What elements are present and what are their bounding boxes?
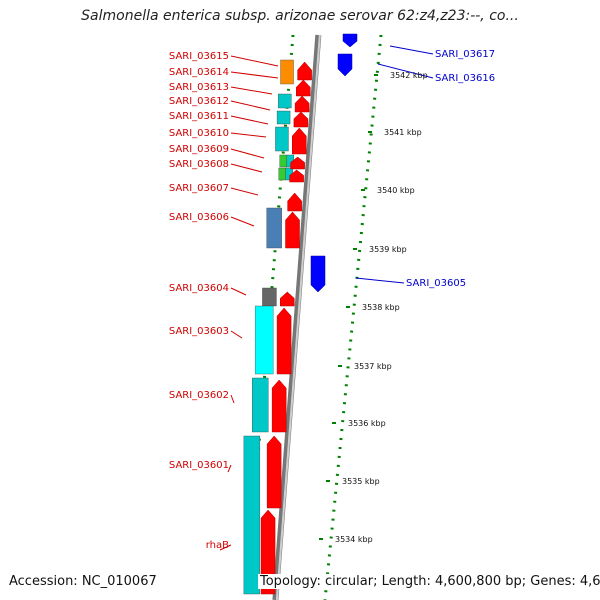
backbone-highlight [275, 34, 321, 600]
forward-arrow-9 [285, 211, 300, 249]
label-connector-left [230, 148, 265, 159]
forward-arrow-13 [266, 435, 282, 509]
kbp-label: 3534 kbp [335, 535, 373, 544]
gene-label-left: SARI_03613 [169, 82, 229, 93]
forward-arrow-14 [260, 509, 276, 595]
reverse-arrow-3 [310, 255, 326, 293]
feature-bar-9 [266, 207, 282, 249]
gene-label-left: SARI_03601 [169, 460, 229, 471]
label-connector-right [377, 63, 434, 79]
label-connector-left [230, 394, 235, 404]
label-connector-left [230, 216, 255, 227]
topology-text: Topology: circular; Length: 4,600,800 bp… [258, 574, 600, 589]
label-connector-left [230, 132, 267, 138]
feature-bar-7 [278, 167, 286, 181]
kbp-label: 3535 kbp [342, 477, 380, 486]
forward-arrow-5 [292, 127, 307, 155]
reverse-arrow-2 [337, 53, 353, 77]
label-connector-left [230, 55, 279, 67]
label-connector-left [230, 287, 247, 296]
forward-arrow-3 [294, 95, 310, 113]
feature-bar-10 [262, 287, 277, 307]
feature-bar-1 [280, 59, 294, 85]
kbp-label: 3538 kbp [362, 303, 400, 312]
label-connector-right [389, 45, 434, 55]
label-connector-right [355, 277, 405, 284]
feature-bar-12 [252, 377, 269, 433]
label-connector-left [219, 544, 232, 551]
kbp-label: 3542 kbp [390, 71, 428, 80]
forward-arrow-12 [271, 379, 287, 433]
gene-label-left: SARI_03604 [169, 283, 229, 294]
label-connector-left [230, 100, 271, 111]
forward-arrow-8 [287, 192, 302, 212]
label-connector-left [230, 71, 279, 79]
label-connector-left [230, 86, 273, 95]
forward-arrow-10 [280, 291, 295, 307]
feature-bar-13 [243, 435, 261, 595]
kbp-labels: 3542 kbp 3541 kbp 3540 kbp 3539 kbp 3538 kbp… [319, 71, 428, 544]
gene-label-left: SARI_03608 [169, 159, 229, 170]
forward-arrow-1 [297, 61, 312, 81]
gene-label-left: SARI_03610 [169, 128, 229, 139]
reverse-arrow-1 [342, 33, 358, 48]
feature-bar-2 [278, 93, 292, 109]
gene-label-left: SARI_03609 [169, 144, 229, 155]
feature-bars [243, 59, 294, 595]
gene-label-left: SARI_03614 [169, 67, 229, 78]
gene-label-left: SARI_03603 [169, 326, 229, 337]
map-title: Salmonella enterica subsp. arizonae sero… [81, 8, 519, 24]
gene-arrows [260, 33, 358, 595]
label-connector-left [230, 163, 263, 173]
label-connector-left [227, 464, 232, 473]
feature-bar-4 [275, 126, 289, 152]
gene-label-left: SARI_03602 [169, 390, 229, 401]
backbone [272, 34, 322, 600]
label-lines [219, 45, 434, 551]
kbp-label: 3540 kbp [377, 186, 415, 195]
forward-arrow-6 [290, 156, 305, 170]
feature-bar-3 [276, 110, 291, 125]
feature-bar-5 [279, 154, 287, 168]
forward-arrow-2 [296, 79, 311, 97]
gene-label-left: rhaB [206, 540, 229, 551]
gene-labels: SARI_03615 SARI_03614 SARI_03613 SARI_03612… [169, 49, 495, 551]
forward-arrow-4 [293, 111, 309, 128]
label-connector-left [230, 187, 259, 196]
gene-label-left: SARI_03612 [169, 96, 229, 107]
accession-text: Accession: NC_010067 [9, 574, 157, 589]
label-connector-left [230, 115, 269, 125]
gene-label-left: SARI_03607 [169, 183, 229, 194]
gene-label-right: SARI_03616 [435, 73, 495, 84]
label-connector-left [230, 330, 243, 339]
gene-label-right: SARI_03605 [406, 278, 466, 289]
backbone-line [272, 34, 322, 600]
forward-arrow-11 [276, 307, 292, 375]
kbp-label: 3539 kbp [369, 245, 407, 254]
gene-label-left: SARI_03611 [169, 111, 229, 122]
kbp-label: 3536 kbp [348, 419, 386, 428]
gene-label-right: SARI_03617 [435, 49, 495, 60]
forward-arrow-7 [289, 169, 304, 183]
kbp-label: 3537 kbp [354, 362, 392, 371]
feature-bar-11 [254, 305, 274, 375]
gene-label-left: SARI_03615 [169, 51, 229, 62]
right-rail [323, 34, 383, 600]
gene-label-left: SARI_03606 [169, 212, 229, 223]
kbp-label: 3541 kbp [384, 128, 422, 137]
